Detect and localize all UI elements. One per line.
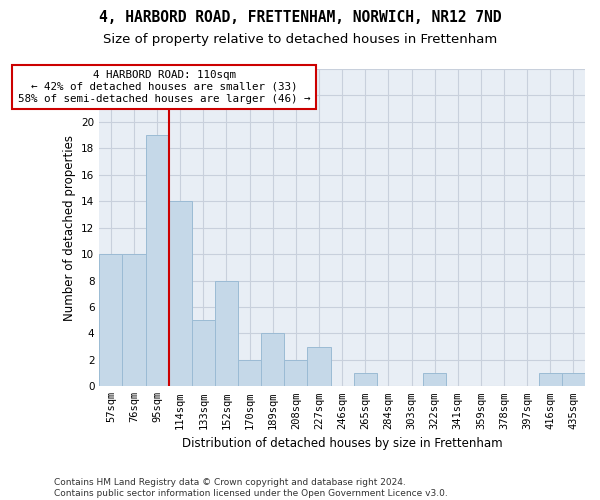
Bar — [353, 373, 377, 386]
Bar — [192, 320, 215, 386]
Y-axis label: Number of detached properties: Number of detached properties — [62, 134, 76, 320]
Bar — [99, 254, 122, 386]
Bar — [146, 135, 169, 386]
Text: 4 HARBORD ROAD: 110sqm
← 42% of detached houses are smaller (33)
58% of semi-det: 4 HARBORD ROAD: 110sqm ← 42% of detached… — [18, 70, 310, 104]
Bar — [238, 360, 261, 386]
X-axis label: Distribution of detached houses by size in Frettenham: Distribution of detached houses by size … — [182, 437, 502, 450]
Bar — [261, 334, 284, 386]
Text: Contains HM Land Registry data © Crown copyright and database right 2024.
Contai: Contains HM Land Registry data © Crown c… — [54, 478, 448, 498]
Bar — [169, 201, 192, 386]
Bar — [423, 373, 446, 386]
Bar — [122, 254, 146, 386]
Text: 4, HARBORD ROAD, FRETTENHAM, NORWICH, NR12 7ND: 4, HARBORD ROAD, FRETTENHAM, NORWICH, NR… — [99, 10, 501, 25]
Bar — [215, 280, 238, 386]
Bar — [284, 360, 307, 386]
Bar — [562, 373, 585, 386]
Bar — [307, 346, 331, 387]
Bar — [539, 373, 562, 386]
Text: Size of property relative to detached houses in Frettenham: Size of property relative to detached ho… — [103, 32, 497, 46]
